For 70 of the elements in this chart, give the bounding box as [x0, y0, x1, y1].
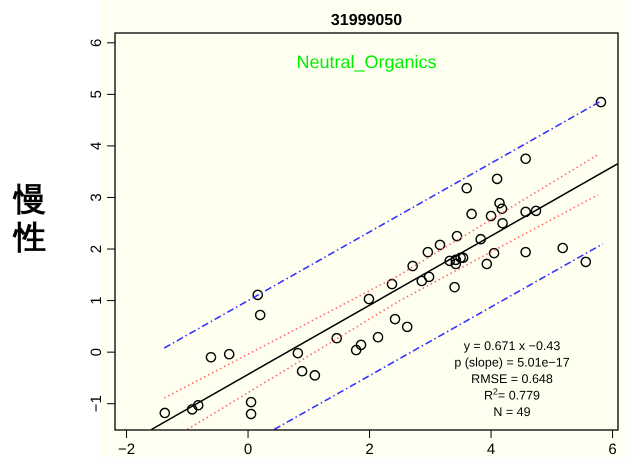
point — [252, 290, 264, 300]
x-tick-label: −2 — [118, 441, 136, 457]
y-tick-label: 1 — [88, 296, 105, 305]
x-tick-label: 6 — [608, 441, 617, 457]
annotation: RMSE = 0.648 — [471, 372, 553, 386]
point — [160, 408, 170, 418]
point — [292, 348, 304, 358]
point — [494, 198, 505, 208]
annotation: p (slope) = 5.01e−17 — [454, 356, 570, 370]
y-tick-label: 2 — [88, 244, 105, 254]
point — [496, 204, 508, 214]
annotation: R$^{2}$= 0.779 — [484, 386, 540, 402]
point — [557, 242, 568, 254]
point — [296, 366, 308, 377]
point — [407, 260, 418, 272]
point — [246, 408, 256, 420]
chart-title: 31999050 — [330, 12, 402, 29]
annotation: y = 0.671 x −0.43 — [464, 339, 560, 353]
point — [449, 282, 460, 292]
point — [520, 206, 531, 218]
point — [434, 240, 446, 250]
point — [246, 396, 256, 408]
point — [486, 210, 496, 222]
point — [520, 154, 531, 164]
point — [444, 256, 456, 266]
point — [364, 294, 374, 304]
point — [488, 248, 500, 258]
point — [452, 230, 462, 242]
point — [254, 310, 266, 320]
x-tick-label: 0 — [244, 441, 252, 457]
point — [192, 400, 204, 411]
y-tick-label: 3 — [88, 193, 105, 202]
point — [475, 234, 486, 245]
point — [450, 258, 462, 270]
point — [186, 404, 198, 415]
x-tick-label: 4 — [486, 441, 496, 457]
point — [492, 174, 502, 184]
point — [497, 218, 508, 229]
y-tick-label: −1 — [88, 395, 105, 412]
point — [422, 246, 434, 258]
y-tick-label: 6 — [88, 38, 105, 47]
point — [224, 348, 235, 360]
point — [455, 252, 466, 264]
point — [372, 332, 384, 342]
point — [596, 96, 606, 108]
point — [461, 182, 472, 194]
y-axis-title: 慢性 — [12, 180, 46, 256]
y-tick-label: 4 — [88, 142, 105, 150]
point — [530, 206, 542, 216]
point — [386, 278, 398, 290]
point — [402, 322, 412, 332]
x-tick-label: 2 — [365, 441, 374, 457]
point — [580, 256, 592, 268]
point — [458, 252, 468, 264]
point — [481, 258, 492, 270]
point — [520, 246, 531, 258]
point — [206, 352, 216, 363]
point — [416, 276, 428, 286]
point — [356, 340, 366, 350]
point — [466, 208, 477, 220]
point — [424, 272, 434, 282]
point — [390, 314, 400, 324]
point — [350, 344, 362, 356]
y-tick-label: 0 — [88, 348, 105, 356]
point — [450, 254, 462, 266]
annotation: N = 49 — [493, 405, 531, 419]
y-tick-label: 5 — [88, 90, 105, 99]
point — [310, 370, 320, 381]
point — [331, 332, 342, 344]
annotation: Neutral_Organics — [296, 52, 437, 72]
